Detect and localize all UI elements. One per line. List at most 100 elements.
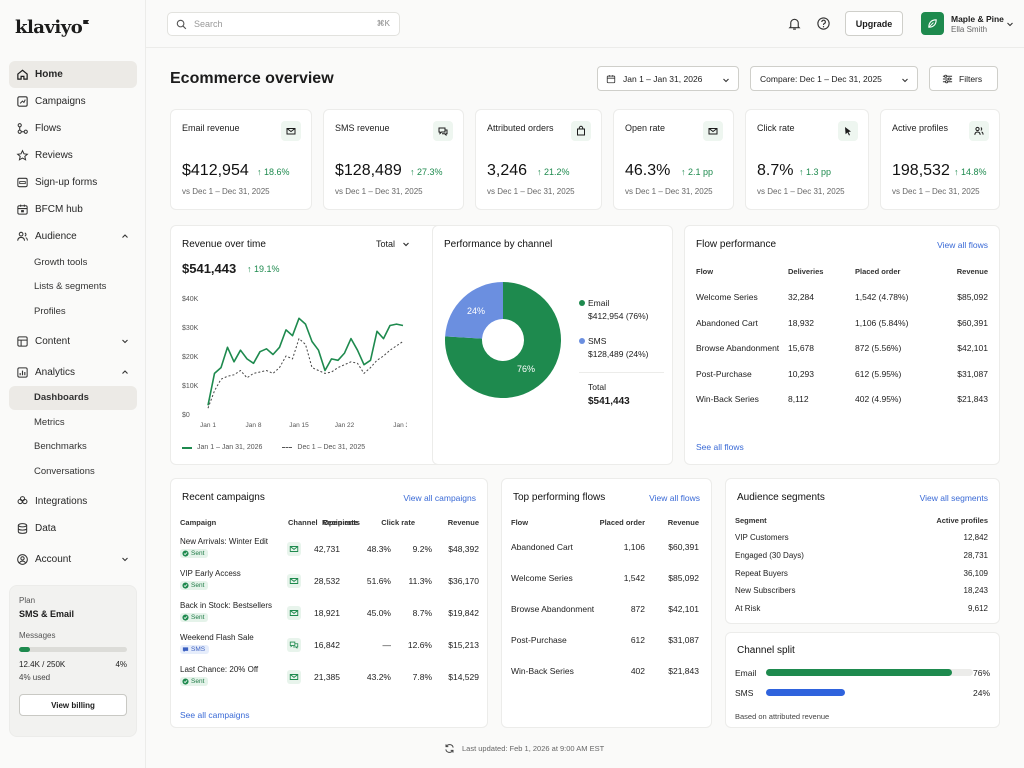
campaign-name[interactable]: New Arrivals: Winter Edit	[180, 537, 269, 546]
sidebar-item-flows[interactable]: Flows	[9, 115, 137, 142]
plan-card: Plan SMS & Email Messages 12.4K / 250K 4…	[9, 585, 137, 737]
revenue-delta: ↑ 19.1%	[247, 264, 280, 274]
flow-name[interactable]: Welcome Series	[511, 573, 573, 583]
view-all-flows-link[interactable]: View all flows	[937, 240, 988, 250]
segment-name[interactable]: At Risk	[735, 604, 761, 614]
revenue-total-select[interactable]: Total	[376, 239, 410, 249]
revenue-delta-value: 19.1%	[254, 264, 280, 274]
table-cell: 402 (4.95%)	[855, 394, 902, 405]
campaign-name[interactable]: Last Chance: 20% Off	[180, 665, 259, 674]
table-cell: 612 (5.95%)	[855, 368, 902, 379]
x-tick-label: Jan 15	[289, 422, 309, 429]
y-tick-label: $10K	[182, 383, 199, 390]
sidebar-item-label: BFCM hub	[35, 204, 83, 215]
table-header: Campaign	[180, 518, 217, 527]
campaign-name[interactable]: Back in Stock: Bestsellers	[180, 601, 273, 610]
see-all-flows-link[interactable]: See all flows	[696, 442, 744, 452]
sidebar-subitem-lists-segments[interactable]: Lists & segments	[34, 281, 107, 293]
kpi-title: Active profiles	[892, 123, 949, 133]
campaign-name[interactable]: VIP Early Access	[180, 569, 241, 578]
main-content: Search ⌘K Upgrade Maple & Pine Ella Smit…	[146, 0, 1024, 768]
legend-previous: Dec 1 – Dec 31, 2025	[282, 444, 365, 451]
table-cell: 10,293	[788, 368, 814, 379]
revenue-cell: $15,213	[448, 640, 479, 650]
sms-label: SMS	[588, 336, 607, 346]
view-billing-button[interactable]: View billing	[19, 694, 127, 716]
upgrade-button[interactable]: Upgrade	[845, 11, 903, 36]
sidebar-item-signup-forms[interactable]: Sign-up forms	[9, 169, 137, 196]
filters-button[interactable]: Filters	[929, 66, 998, 91]
split-email-track	[766, 669, 973, 676]
sidebar-subitem-benchmarks[interactable]: Benchmarks	[34, 441, 87, 453]
search-input[interactable]: Search ⌘K	[167, 12, 400, 36]
view-all-segments-link[interactable]: View all segments	[919, 493, 988, 503]
kpi-title: Email revenue	[182, 123, 240, 133]
email-dot	[579, 300, 585, 306]
segments-title: Audience segments	[737, 492, 825, 503]
segment-name[interactable]: VIP Customers	[735, 533, 789, 542]
table-header: Active profiles	[936, 516, 988, 525]
sidebar-subitem-growth-tools[interactable]: Growth tools	[34, 256, 88, 268]
help-icon[interactable]	[816, 16, 831, 31]
kpi-delta: ↑ 2.1 pp	[681, 167, 713, 177]
sidebar-subitem-metrics[interactable]: Metrics	[34, 416, 65, 428]
sidebar-item-integrations[interactable]: Integrations	[9, 488, 137, 515]
chevron-up-icon	[122, 234, 128, 238]
sidebar-item-reviews[interactable]: Reviews	[9, 142, 137, 169]
table-cell: $31,087	[668, 635, 699, 645]
donut-slice-sms[interactable]	[445, 282, 503, 339]
see-all-campaigns-link[interactable]: See all campaigns	[180, 710, 250, 720]
sidebar-item-content[interactable]: Content	[9, 328, 137, 355]
top-flows-view-all-link[interactable]: View all flows	[649, 493, 700, 503]
sidebar-subitem-profiles[interactable]: Profiles	[34, 305, 66, 317]
recipients-cell: 42,731	[314, 544, 340, 554]
org-name[interactable]: Maple & Pine	[951, 14, 1004, 24]
view-all-campaigns-link[interactable]: View all campaigns	[403, 493, 476, 503]
table-header: Revenue	[447, 518, 479, 527]
messages-usage-text: 12.4K / 250K	[19, 660, 66, 669]
sidebar-subitem-dashboards[interactable]: Dashboards	[9, 385, 137, 410]
date-range-select[interactable]: Jan 1 – Jan 31, 2026	[597, 66, 739, 91]
sidebar-item-audience[interactable]: Audience	[9, 223, 137, 250]
email-channel-icon	[287, 542, 301, 556]
x-tick-label: Jan 31	[393, 422, 407, 429]
kpi-comparison: vs Dec 1 – Dec 31, 2025	[335, 187, 423, 196]
compare-range-select[interactable]: Compare: Dec 1 – Dec 31, 2025	[750, 66, 918, 91]
flow-name[interactable]: Post-Purchase	[511, 635, 567, 645]
kpi-comparison: vs Dec 1 – Dec 31, 2025	[487, 187, 575, 196]
segment-name[interactable]: Repeat Buyers	[735, 568, 788, 578]
sidebar-item-bfcm-hub[interactable]: BFCM hub	[9, 196, 137, 223]
segment-name[interactable]: New Subscribers	[735, 586, 796, 596]
refresh-icon[interactable]	[444, 743, 455, 754]
recipients-cell: 28,532	[314, 576, 340, 586]
kpi-comparison: vs Dec 1 – Dec 31, 2025	[892, 187, 980, 196]
donut-slice-email[interactable]	[445, 282, 561, 398]
flow-name[interactable]: Abandoned Cart	[511, 542, 573, 552]
org-avatar[interactable]	[921, 12, 944, 35]
chevron-down-icon[interactable]	[1006, 20, 1014, 28]
kpi-delta-value: 14.8%	[961, 167, 987, 177]
kpi-comparison: vs Dec 1 – Dec 31, 2025	[625, 187, 713, 196]
bell-icon[interactable]	[787, 16, 802, 31]
campaign-name[interactable]: Weekend Flash Sale	[180, 633, 254, 642]
flow-name[interactable]: Win-Back Series	[511, 666, 574, 676]
segment-name[interactable]: Engaged (30 Days)	[735, 550, 804, 560]
sidebar-subitem-conversations[interactable]: Conversations	[34, 465, 95, 477]
user-name[interactable]: Ella Smith	[951, 25, 988, 34]
status-badge: Sent	[180, 613, 209, 622]
sidebar-item-account[interactable]: Account	[9, 546, 137, 573]
table-cell: 612	[630, 635, 645, 645]
kpi-value: 3,246	[487, 162, 528, 179]
flow-name[interactable]: Browse Abandonment	[511, 604, 595, 614]
status-badge: SMS	[180, 645, 210, 654]
kpi-delta-value: 27.3%	[417, 167, 443, 177]
arrow-up-icon: ↑	[257, 167, 265, 177]
channel-divider	[579, 372, 664, 373]
campaigns-title: Recent campaigns	[182, 492, 265, 503]
sidebar-item-campaigns[interactable]: Campaigns	[9, 88, 137, 115]
sidebar-item-home[interactable]: Home	[9, 61, 137, 88]
sidebar-item-analytics[interactable]: Analytics	[9, 359, 137, 386]
klaviyo-logo[interactable]: klaviyo	[15, 17, 90, 38]
kpi-value: $128,489	[335, 162, 402, 179]
sidebar-item-data[interactable]: Data	[9, 515, 137, 542]
